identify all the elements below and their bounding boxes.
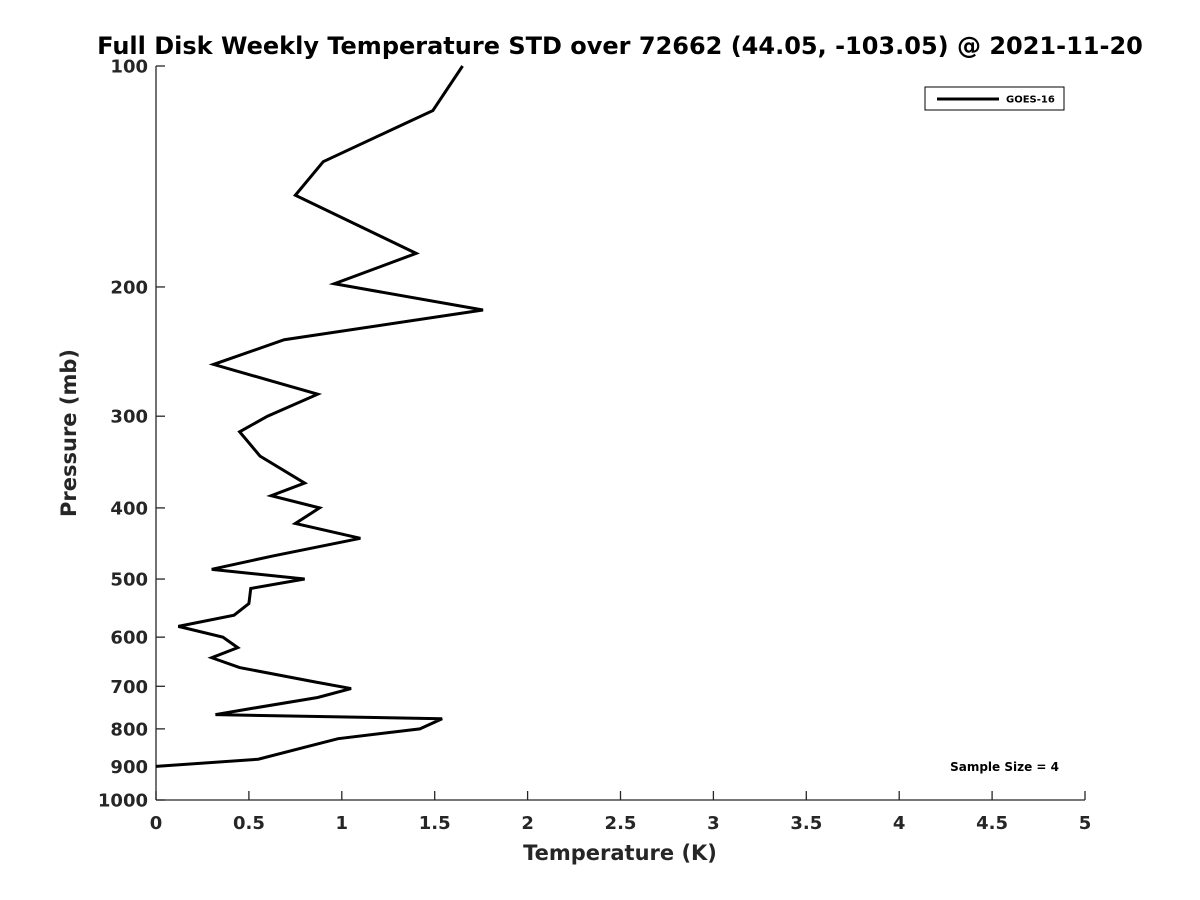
y-tick-label: 500 <box>110 570 148 591</box>
legend-label-goes16: GOES-16 <box>1006 95 1055 106</box>
y-ticks: 100 200 300 400 500 600 700 800 900 1000 <box>98 57 165 812</box>
chart-title: Full Disk Weekly Temperature STD over 72… <box>97 32 1143 60</box>
series-line-goes16 <box>155 65 484 768</box>
y-tick-label: 700 <box>110 677 148 698</box>
x-axis-label: Temperature (K) <box>523 841 717 865</box>
x-tick-label: 3 <box>707 813 720 834</box>
x-ticks: 0 0.5 1 1.5 2 2.5 3 3.5 4 4.5 5 <box>150 791 1092 834</box>
x-tick-label: 2 <box>521 813 534 834</box>
sample-size-annotation: Sample Size = 4 <box>950 760 1059 774</box>
y-tick-label: 800 <box>110 719 148 740</box>
y-axis-label: Pressure (mb) <box>57 349 81 517</box>
y-tick-label: 900 <box>110 757 148 778</box>
x-tick-label: 2.5 <box>605 813 637 834</box>
y-tick-label: 100 <box>110 57 148 78</box>
y-tick-label: 600 <box>110 628 148 649</box>
x-tick-label: 0.5 <box>233 813 265 834</box>
x-tick-label: 4 <box>893 813 906 834</box>
x-tick-label: 3.5 <box>790 813 822 834</box>
legend: GOES-16 <box>924 86 1065 111</box>
y-tick-label: 1000 <box>98 791 148 812</box>
x-tick-label: 5 <box>1079 813 1092 834</box>
y-tick-label: 200 <box>110 277 148 298</box>
series-group <box>155 65 484 768</box>
x-tick-label: 4.5 <box>976 813 1008 834</box>
x-tick-label: 1 <box>336 813 349 834</box>
axes <box>155 66 1085 801</box>
x-tick-label: 0 <box>150 813 163 834</box>
y-tick-label: 400 <box>110 498 148 519</box>
y-tick-label: 300 <box>110 407 148 428</box>
x-tick-label: 1.5 <box>419 813 451 834</box>
